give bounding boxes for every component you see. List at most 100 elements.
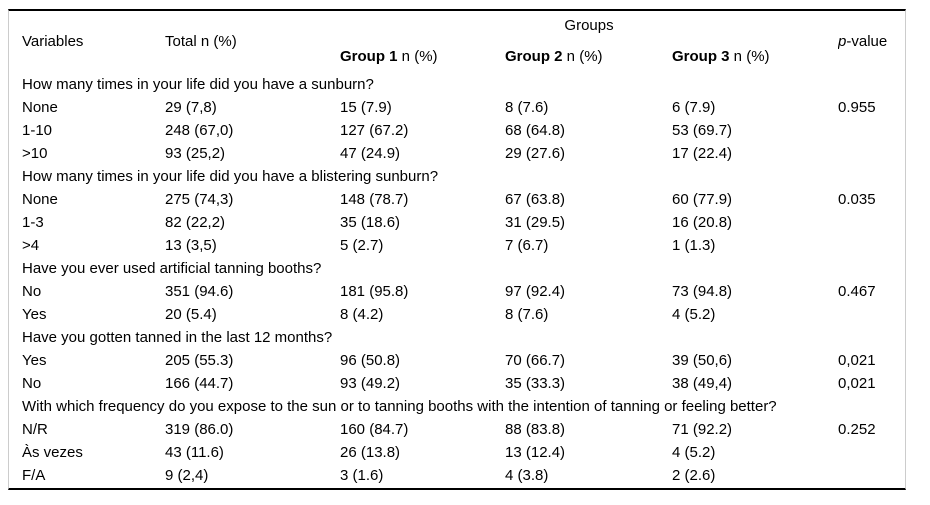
table-row: Yes 205 (55.3) 96 (50.8) 70 (66.7) 39 (50,6)… [9, 350, 905, 373]
cell-value: 96 (50.8) [340, 352, 401, 370]
cell-value: 53 (69.7) [672, 122, 733, 140]
cell-value: 148 (78.7) [340, 191, 409, 209]
row-label: 1-3 [22, 214, 44, 232]
cell-value: 88 (83.8) [505, 421, 566, 439]
table-row: 1-3 82 (22,2) 35 (18.6) 31 (29.5) 16 (20.8) [9, 212, 905, 235]
cell-value: 0.955 [838, 99, 876, 117]
section-title: How many times in your life did you have… [22, 168, 439, 186]
cell-value: 13 (3,5) [165, 237, 217, 255]
row-label: No [22, 283, 42, 301]
table-row: None 275 (74,3) 148 (78.7) 67 (63.8) 60 (77.… [9, 189, 905, 212]
cell-value [838, 442, 905, 465]
cell-value: 351 (94.6) [165, 283, 234, 301]
row-label: No [22, 375, 42, 393]
section-title: With which frequency do you expose to th… [22, 398, 777, 416]
cell-value: 47 (24.9) [340, 145, 401, 163]
cell-value: 4 (5.2) [672, 444, 716, 462]
cell-value: 8 (7.6) [505, 306, 549, 324]
cell-value: 248 (67,0) [165, 122, 234, 140]
header-group-2: Group 2 n (%) [505, 48, 603, 66]
cell-value: 35 (33.3) [505, 375, 566, 393]
cell-value: 0,021 [838, 375, 876, 393]
cell-value: 67 (63.8) [505, 191, 566, 209]
header-group-3: Group 3 n (%) [672, 48, 770, 66]
p-value-suffix: -value [846, 33, 888, 51]
section-title: Have you ever used artificial tanning bo… [22, 260, 322, 278]
cell-value: 0.467 [838, 283, 876, 301]
cell-value: 31 (29.5) [505, 214, 566, 232]
cell-value: 6 (7.9) [672, 99, 716, 117]
cell-value: 4 (3.8) [505, 467, 549, 485]
table-body: How many times in your life did you have… [9, 74, 905, 488]
cell-value [838, 235, 905, 258]
section-header-row: How many times in your life did you have… [9, 166, 905, 189]
cell-value: 29 (7,8) [165, 99, 217, 117]
row-label: None [22, 191, 58, 209]
cell-value: 9 (2,4) [165, 467, 209, 485]
header-variables: Variables [22, 33, 84, 51]
cell-value: 29 (27.6) [505, 145, 566, 163]
cell-value: 71 (92.2) [672, 421, 733, 439]
header-p-value: p-value [838, 11, 905, 74]
cell-value: 93 (25,2) [165, 145, 226, 163]
cell-value: 275 (74,3) [165, 191, 234, 209]
section-header-row: How many times in your life did you have… [9, 74, 905, 97]
cell-value: 70 (66.7) [505, 352, 566, 370]
cell-value: 82 (22,2) [165, 214, 226, 232]
table-row: >4 13 (3,5) 5 (2.7) 7 (6.7) 1 (1.3) [9, 235, 905, 258]
cell-value: 3 (1.6) [340, 467, 384, 485]
table-row: Às vezes 43 (11.6) 26 (13.8) 13 (12.4) 4 (5.… [9, 442, 905, 465]
cell-value: 7 (6.7) [505, 237, 549, 255]
cell-value: 35 (18.6) [340, 214, 401, 232]
section-title: How many times in your life did you have… [22, 76, 374, 94]
table-header: Variables Total n (%) Groups p-value Gro… [9, 11, 905, 74]
cell-value [838, 143, 905, 166]
cell-value [838, 465, 905, 488]
table-row: No 351 (94.6) 181 (95.8) 97 (92.4) 73 (94.8)… [9, 281, 905, 304]
cell-value: 38 (49,4) [672, 375, 733, 393]
cell-value: 127 (67.2) [340, 122, 409, 140]
cell-value: 16 (20.8) [672, 214, 733, 232]
statistics-table: Variables Total n (%) Groups p-value Gro… [9, 11, 905, 488]
cell-value: 20 (5.4) [165, 306, 217, 324]
table-row: F/A 9 (2,4) 3 (1.6) 4 (3.8) 2 (2.6) [9, 465, 905, 488]
table-row: Yes 20 (5.4) 8 (4.2) 8 (7.6) 4 (5.2) [9, 304, 905, 327]
cell-value: 26 (13.8) [340, 444, 401, 462]
row-label: N/R [22, 421, 48, 439]
table-row: N/R 319 (86.0) 160 (84.7) 88 (83.8) 71 (92.2… [9, 419, 905, 442]
table-row: 1-10 248 (67,0) 127 (67.2) 68 (64.8) 53 (69.… [9, 120, 905, 143]
cell-value: 97 (92.4) [505, 283, 566, 301]
cell-value: 0.252 [838, 421, 876, 439]
statistics-table-frame: Variables Total n (%) Groups p-value Gro… [8, 9, 906, 490]
header-groups: Groups [564, 16, 614, 34]
cell-value: 15 (7.9) [340, 99, 392, 117]
cell-value: 181 (95.8) [340, 283, 409, 301]
row-label: Yes [22, 352, 47, 370]
cell-value [838, 120, 905, 143]
cell-value [838, 304, 905, 327]
cell-value: 43 (11.6) [165, 444, 224, 462]
cell-value: 0.035 [838, 191, 876, 209]
row-label: None [22, 99, 58, 117]
cell-value: 73 (94.8) [672, 283, 733, 301]
cell-value: 166 (44.7) [165, 375, 234, 393]
cell-value: 2 (2.6) [672, 467, 716, 485]
cell-value: 8 (7.6) [505, 99, 549, 117]
section-header-row: Have you ever used artificial tanning bo… [9, 258, 905, 281]
section-header-row: With which frequency do you expose to th… [9, 396, 905, 419]
header-total: Total n (%) [165, 33, 237, 51]
row-label: F/A [22, 467, 46, 485]
table-row: No 166 (44.7) 93 (49.2) 35 (33.3) 38 (49,4) 0… [9, 373, 905, 396]
cell-value: 1 (1.3) [672, 237, 716, 255]
table-row: None 29 (7,8) 15 (7.9) 8 (7.6) 6 (7.9) 0.955 [9, 97, 905, 120]
cell-value: 93 (49.2) [340, 375, 401, 393]
cell-value [838, 212, 905, 235]
table-row: >10 93 (25,2) 47 (24.9) 29 (27.6) 17 (22.4) [9, 143, 905, 166]
header-group-1: Group 1 n (%) [340, 48, 438, 66]
row-label: Yes [22, 306, 47, 324]
cell-value: 319 (86.0) [165, 421, 234, 439]
p-value-italic: p [838, 33, 847, 51]
cell-value: 5 (2.7) [340, 237, 384, 255]
cell-value: 39 (50,6) [672, 352, 733, 370]
section-header-row: Have you gotten tanned in the last 12 mo… [9, 327, 905, 350]
